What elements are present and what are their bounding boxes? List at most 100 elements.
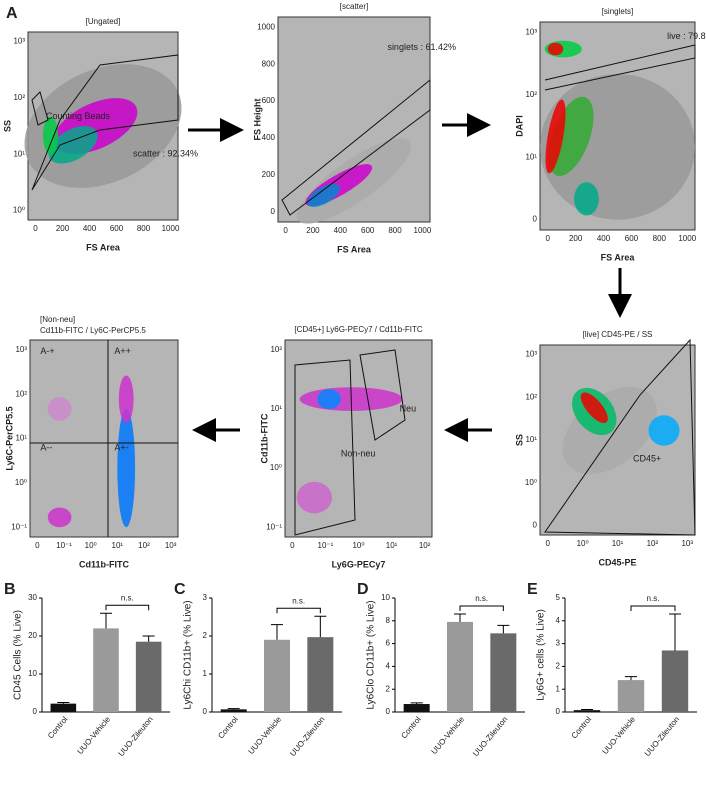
y-tick-label: 0 bbox=[533, 215, 538, 224]
x-tick-label: Control bbox=[570, 715, 594, 741]
y-tick-label: 2 bbox=[203, 631, 208, 640]
gate-label: A+- bbox=[114, 443, 128, 453]
y-tick-label: 0 bbox=[386, 707, 391, 716]
y-tick-label: 10⁰ bbox=[270, 463, 282, 472]
y-tick-label: 600 bbox=[262, 96, 276, 105]
annotation: n.s. bbox=[292, 596, 305, 605]
y-tick-label: 10¹ bbox=[525, 435, 537, 444]
y-tick-label: 10³ bbox=[525, 28, 537, 37]
bar bbox=[573, 710, 601, 712]
density-blob bbox=[118, 375, 134, 423]
x-tick-label: 400 bbox=[83, 224, 97, 233]
panel-label: E bbox=[527, 581, 538, 598]
plot-title: [live] CD45-PE / SS bbox=[583, 330, 653, 339]
y-axis-label: Ly6G+ cells (% Live) bbox=[536, 609, 547, 701]
density-blob bbox=[307, 183, 340, 207]
significance-bracket bbox=[276, 607, 321, 614]
annotation: n.s. bbox=[475, 594, 488, 603]
flow-plot: [singlets] FS Area DAPI 0 200 400 600 800 1000 0 1… bbox=[514, 7, 706, 262]
error-bar bbox=[57, 702, 70, 704]
x-tick-label: 800 bbox=[388, 226, 402, 235]
density-blob bbox=[47, 507, 72, 528]
x-tick-label: 10⁰ bbox=[352, 541, 364, 550]
x-tick-label: 200 bbox=[306, 226, 320, 235]
x-tick-label: 10² bbox=[138, 541, 150, 550]
y-tick-label: 3 bbox=[203, 593, 208, 602]
y-tick-label: 10² bbox=[270, 345, 282, 354]
x-tick-label: 10² bbox=[647, 539, 659, 548]
x-tick-label: 0 bbox=[290, 541, 295, 550]
x-tick-label: 10¹ bbox=[386, 541, 398, 550]
x-axis-label: CD45-PE bbox=[598, 557, 636, 567]
y-tick-label: 2 bbox=[556, 662, 561, 671]
y-tick-label: 6 bbox=[386, 639, 391, 648]
density-blob bbox=[317, 389, 341, 409]
error-bar bbox=[669, 613, 681, 651]
bar bbox=[661, 650, 689, 712]
x-tick-label: 10¹ bbox=[612, 539, 624, 548]
x-axis-label: FS Area bbox=[86, 242, 121, 252]
plot-subtitle: Cd11b-FITC / Ly6C-PerCP5.5 bbox=[40, 326, 146, 335]
error-bar bbox=[314, 615, 327, 638]
bar bbox=[264, 639, 290, 712]
y-tick-label: 8 bbox=[386, 616, 391, 625]
y-tick-label: 400 bbox=[262, 133, 276, 142]
x-tick-label: UUO-Vehicle bbox=[601, 714, 638, 756]
flow-plot: [CD45+] Ly6G-PECy7 / Cd11b-FITC Ly6G-PECy… bbox=[259, 325, 433, 569]
y-tick-label: 10¹ bbox=[525, 152, 537, 161]
flow-plot: [scatter] FS Area FS Height 0 200 400 600 800 10… bbox=[252, 2, 456, 254]
y-tick-label: 10¹ bbox=[270, 404, 282, 413]
x-tick-label: 800 bbox=[653, 234, 667, 243]
x-tick-label: 1000 bbox=[414, 226, 432, 235]
bar bbox=[307, 637, 334, 712]
gate-label: Counting Beads bbox=[46, 111, 111, 121]
y-tick-label: 1 bbox=[203, 669, 208, 678]
arrows bbox=[188, 113, 632, 442]
x-tick-label: UUO-Zileuton bbox=[116, 715, 154, 758]
x-tick-label: 0 bbox=[546, 234, 551, 243]
significance-bracket bbox=[630, 605, 676, 611]
y-tick-label: 10³ bbox=[15, 345, 27, 354]
y-axis-label: Cd11b-FITC bbox=[259, 413, 269, 464]
y-axis-label: SS bbox=[2, 120, 12, 132]
x-tick-label: Control bbox=[216, 715, 240, 741]
flow-plot: [live] CD45-PE / SS CD45-PE SS 0 10⁰ 10¹ 10² 10… bbox=[514, 330, 696, 567]
plot-title: [scatter] bbox=[340, 2, 368, 11]
y-tick-label: 10⁻¹ bbox=[266, 522, 282, 531]
bar bbox=[617, 680, 645, 712]
y-tick-label: 1000 bbox=[257, 22, 275, 31]
x-axis-label: Ly6G-PECy7 bbox=[332, 559, 386, 569]
x-tick-label: 1000 bbox=[162, 224, 180, 233]
x-tick-label: UUO-Zileuton bbox=[288, 715, 326, 758]
density-blob bbox=[574, 182, 599, 216]
x-tick-label: 600 bbox=[625, 234, 639, 243]
x-tick-label: UUO-Vehicle bbox=[247, 714, 284, 756]
x-tick-label: 10³ bbox=[165, 541, 177, 550]
gate-label: singlets : 61.42% bbox=[387, 42, 456, 52]
y-tick-label: 0 bbox=[271, 207, 276, 216]
panel-label: D bbox=[357, 581, 369, 598]
error-bar bbox=[497, 624, 510, 634]
gate-outline bbox=[30, 340, 178, 537]
gate-outline bbox=[544, 44, 696, 91]
y-tick-label: 3 bbox=[556, 639, 561, 648]
x-tick-label: UUO-Zileuton bbox=[643, 715, 681, 758]
gate-outline bbox=[544, 338, 696, 536]
gate-label: Non-neu bbox=[341, 449, 376, 459]
bar bbox=[93, 628, 119, 712]
gate-outline bbox=[281, 78, 431, 216]
flow-plot: [Non-neu] Cd11b-FITC / Ly6C-PerCP5.5 Cd11b… bbox=[4, 315, 179, 569]
annotation: n.s. bbox=[121, 593, 134, 602]
gate-label: A-- bbox=[40, 443, 52, 453]
gate-outline bbox=[31, 54, 179, 191]
bar bbox=[135, 641, 162, 712]
x-tick-label: 10⁻¹ bbox=[318, 541, 334, 550]
x-tick-label: 10⁰ bbox=[85, 541, 97, 550]
x-tick-label: 600 bbox=[110, 224, 124, 233]
y-tick-label: 2 bbox=[386, 684, 391, 693]
y-tick-label: 0 bbox=[203, 707, 208, 716]
panel-label: C bbox=[174, 581, 186, 598]
density-blob bbox=[47, 397, 72, 421]
bar bbox=[50, 703, 77, 712]
y-tick-label: 10³ bbox=[13, 37, 25, 46]
